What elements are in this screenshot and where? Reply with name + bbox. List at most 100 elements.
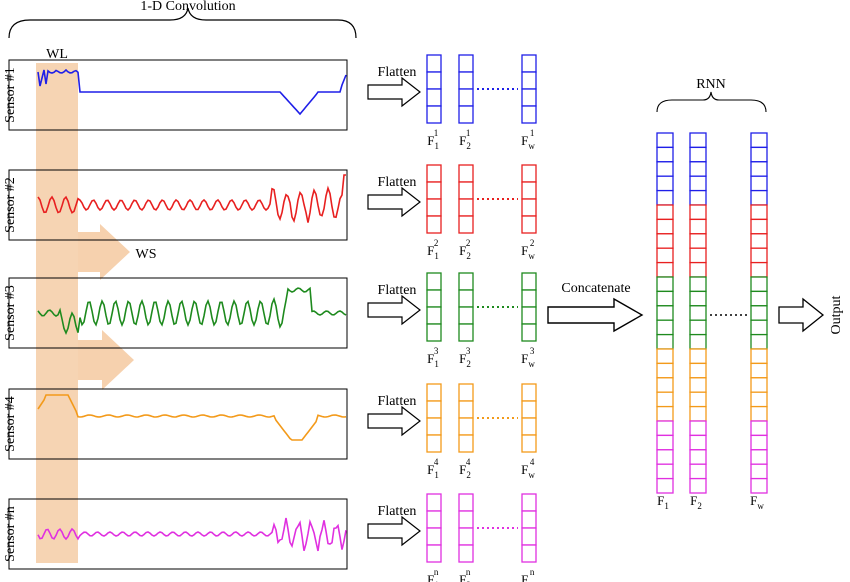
rnn-cell (750, 391, 768, 408)
flatten-label: Flatten (378, 283, 417, 298)
sensor-row: Sensor #1 Flatten F11 F21 Fw1 (3, 54, 537, 151)
rnn-cell (750, 405, 768, 422)
rnn-cell (656, 161, 674, 177)
rnn-cell (689, 362, 707, 379)
feature-cell (521, 544, 537, 563)
feature-vector: F2n (458, 493, 474, 582)
flatten-label: Flatten (378, 65, 417, 80)
sensor-label: Sensor #n (3, 506, 18, 562)
sensor-plot-frame (8, 169, 348, 241)
rnn-cell (689, 348, 707, 365)
sensor-row: Sensor #n Flatten F1n F2n Fwn (3, 493, 537, 582)
feature-vector: Fw2 (521, 164, 537, 261)
stride-arrow-1 (78, 224, 130, 280)
output-label: Output (829, 295, 844, 334)
rnn-cell (689, 218, 707, 235)
rnn-cell (689, 161, 707, 177)
feature-cell (521, 493, 537, 512)
feature-label: F11 (427, 128, 438, 151)
rnn-cell (750, 204, 768, 221)
rnn-cell (689, 261, 707, 278)
flatten-label: Flatten (378, 175, 417, 190)
feature-label: Fw3 (521, 346, 535, 369)
rnn-cell (656, 449, 674, 465)
rnn-cell (689, 405, 707, 422)
feature-cell (458, 164, 474, 183)
rnn-cell (689, 175, 707, 192)
rnn-cell (750, 132, 768, 149)
rnn-feature-label: F1 (657, 493, 669, 511)
sensor-signal (37, 394, 347, 441)
feature-label: Fw2 (521, 238, 535, 261)
feature-vector: F22 (458, 164, 474, 261)
rnn-input-column: F1 (656, 132, 674, 511)
convolution-brace (8, 7, 357, 39)
sensor-label: Sensor #4 (3, 396, 18, 452)
feature-cell (458, 71, 474, 90)
rnn-cell (689, 305, 707, 321)
feature-vector: F21 (458, 54, 474, 151)
window-highlight (36, 63, 78, 563)
feature-cell (426, 323, 442, 342)
rnn-cell (689, 449, 707, 465)
rnn-cell (656, 377, 674, 393)
rnn-cell (689, 420, 707, 437)
feature-cell (426, 71, 442, 90)
rnn-cell (689, 319, 707, 336)
rnn-cell (750, 276, 768, 293)
feature-label: Fwn (521, 567, 535, 582)
rnn-cell (656, 218, 674, 235)
feature-cell (458, 215, 474, 234)
feature-cell (426, 417, 442, 436)
feature-vector: F24 (458, 383, 474, 480)
sensor-signal (37, 68, 347, 116)
rnn-cell (689, 434, 707, 451)
stride-label: WS (136, 247, 157, 262)
feature-cell (426, 164, 442, 183)
rnn-cell (750, 175, 768, 192)
feature-label: Fw4 (521, 457, 535, 480)
feature-label: F22 (459, 238, 471, 261)
feature-label: F13 (427, 346, 439, 369)
feature-cell (426, 181, 442, 200)
rnn-cell (689, 247, 707, 264)
rnn-cell (750, 305, 768, 321)
feature-cell (521, 383, 537, 402)
feature-cell (521, 198, 537, 217)
rnn-cell (750, 434, 768, 451)
rnn-cell (689, 204, 707, 221)
feature-cell (458, 400, 474, 419)
sensor-label: Sensor #1 (3, 67, 18, 123)
rnn-cell (656, 247, 674, 264)
rnn-cell (689, 233, 707, 249)
window-label: WL (46, 47, 68, 62)
rnn-cell (656, 362, 674, 379)
rnn-cell (750, 362, 768, 379)
feature-cell (521, 510, 537, 529)
flatten-arrow (367, 515, 421, 547)
rnn-cell (689, 146, 707, 163)
feature-cell (521, 88, 537, 107)
feature-cell (458, 105, 474, 124)
feature-cell (521, 527, 537, 546)
rnn-cell (656, 132, 674, 149)
feature-cell (426, 215, 442, 234)
rnn-brace (656, 91, 767, 113)
rnn-cell (689, 189, 707, 206)
flatten-arrow (367, 186, 421, 218)
feature-vector: F1n (426, 493, 442, 582)
feature-vector: F13 (426, 272, 442, 369)
feature-cell (426, 400, 442, 419)
feature-cell (426, 544, 442, 563)
feature-cell (426, 527, 442, 546)
rnn-cell (656, 276, 674, 293)
feature-cell (521, 417, 537, 436)
rnn-input-column: Fw (750, 132, 768, 511)
feature-cell (521, 54, 537, 73)
rnn-cell (750, 477, 768, 494)
feature-label: F1n (427, 567, 439, 582)
flatten-arrow (367, 294, 421, 326)
feature-cell (521, 289, 537, 308)
